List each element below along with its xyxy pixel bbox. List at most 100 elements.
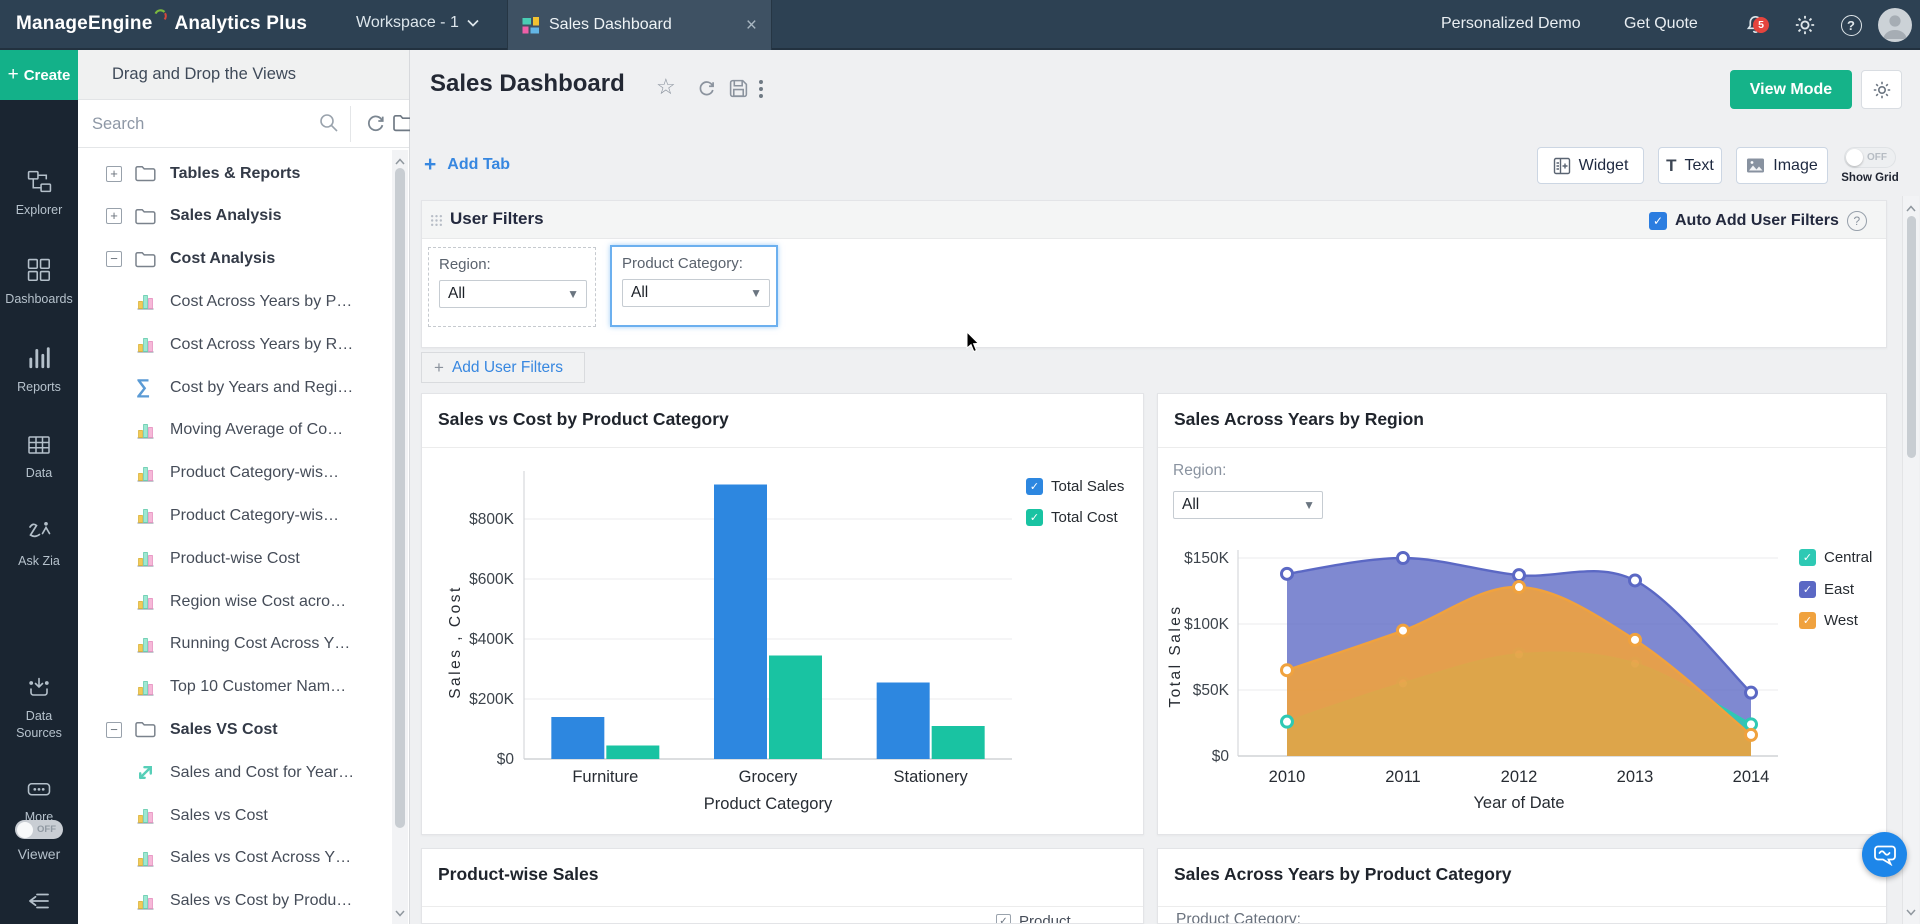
tree-item[interactable]: Cost Across Years by P… xyxy=(78,280,392,323)
auto-add-help-icon[interactable]: ? xyxy=(1846,211,1867,231)
legend-checkbox[interactable]: ✓ xyxy=(1799,612,1816,629)
legend-checkbox[interactable]: ✓ xyxy=(1799,580,1816,598)
marker-east-2013[interactable] xyxy=(1628,573,1642,588)
refresh-tree-icon[interactable] xyxy=(364,112,387,140)
sidebar-item-explorer[interactable]: Explorer xyxy=(0,170,78,219)
tree-item[interactable]: Sales vs Cost by Produ… xyxy=(78,880,392,923)
show-grid-toggle[interactable]: OFF xyxy=(1844,147,1896,168)
drag-handle-icon[interactable] xyxy=(430,214,443,232)
viewer-toggle-item[interactable]: OFF Viewer xyxy=(0,820,78,864)
tab-close-icon[interactable]: × xyxy=(745,14,757,36)
legend-checkbox[interactable]: ✓ xyxy=(1026,478,1043,495)
tree-item[interactable]: Product-wise Cost xyxy=(78,537,392,580)
bar-total-sales-grocery[interactable] xyxy=(714,484,767,760)
settings-gear-icon[interactable] xyxy=(1790,10,1820,40)
bar-total-cost-furniture[interactable] xyxy=(606,745,660,760)
sidebar-item-dashboards[interactable]: Dashboards xyxy=(0,258,78,308)
scroll-down-icon[interactable] xyxy=(392,904,408,922)
legend-checkbox[interactable]: ✓ xyxy=(1799,549,1816,566)
region-filter-select[interactable]: All ▼ xyxy=(439,280,587,308)
region-chart-select[interactable]: All ▼ xyxy=(1173,491,1323,519)
scroll-down-icon[interactable] xyxy=(1903,903,1919,921)
favorite-star-icon[interactable]: ☆ xyxy=(656,74,676,99)
bar-total-sales-stationery[interactable] xyxy=(876,682,930,760)
tree-item[interactable]: Sales vs Cost xyxy=(78,794,392,837)
sidebar-item-data-sources[interactable]: Data Sources xyxy=(0,675,78,742)
sidebar-item-more[interactable]: More xyxy=(0,778,78,826)
bar-total-sales-furniture[interactable] xyxy=(551,717,605,759)
dashboard-settings-button[interactable] xyxy=(1861,70,1902,109)
marker-west-2012[interactable] xyxy=(1512,580,1526,595)
legend-item-total-cost[interactable]: ✓ Total Cost xyxy=(1026,509,1118,526)
tree-item[interactable]: Moving Average of Co… xyxy=(78,409,392,452)
personalized-demo-link[interactable]: Personalized Demo xyxy=(1441,15,1581,32)
tree-folder[interactable]: + Tables & Reports xyxy=(78,152,392,195)
expand-toggle-icon[interactable]: − xyxy=(106,251,122,268)
tree-folder[interactable]: − Cost Analysis xyxy=(78,238,392,281)
more-options-kebab-icon[interactable] xyxy=(759,80,763,98)
tree-item[interactable]: Product Category-wis… xyxy=(78,494,392,537)
search-icon[interactable] xyxy=(318,112,340,139)
expand-toggle-icon[interactable]: − xyxy=(106,721,122,738)
marker-east-2010[interactable] xyxy=(1280,566,1294,581)
page-scrollbar[interactable] xyxy=(1902,196,1919,924)
scroll-up-icon[interactable] xyxy=(1903,199,1919,217)
tree-item[interactable]: Sales and Cost for Year… xyxy=(78,751,392,794)
sidebar-item-data[interactable]: Data xyxy=(0,434,78,482)
marker-west-2011[interactable] xyxy=(1396,623,1410,638)
user-avatar[interactable] xyxy=(1878,8,1912,42)
marker-west-2013[interactable] xyxy=(1628,632,1642,647)
view-mode-button[interactable]: View Mode xyxy=(1730,70,1852,109)
tree-folder[interactable]: − Sales VS Cost xyxy=(78,708,392,751)
tree-item[interactable]: ∑ Cost by Years and Regi… xyxy=(78,366,392,409)
legend-checkbox[interactable]: ✓ xyxy=(996,914,1011,923)
create-button[interactable]: + Create xyxy=(0,50,78,100)
legend-item-central[interactable]: ✓ Central xyxy=(1799,549,1872,566)
workspace-selector[interactable]: Workspace - 1 xyxy=(356,14,479,32)
filter-region[interactable]: Region: All ▼ xyxy=(428,247,596,327)
tree-folder[interactable]: + Sales Analysis xyxy=(78,195,392,238)
dashboard-tab[interactable]: Sales Dashboard × xyxy=(507,0,772,50)
marker-west-2010[interactable] xyxy=(1280,663,1294,678)
chat-assistant-button[interactable] xyxy=(1862,832,1907,877)
tree-item[interactable]: Region wise Cost acro… xyxy=(78,580,392,623)
filter-product-category[interactable]: Product Category: All ▼ xyxy=(610,245,778,327)
marker-west-2014[interactable] xyxy=(1744,727,1758,742)
viewer-toggle[interactable]: OFF xyxy=(15,820,63,839)
tree-item[interactable]: Running Cost Across Y… xyxy=(78,623,392,666)
tree-item[interactable]: Sales vs Cost Across Y… xyxy=(78,837,392,880)
scroll-up-icon[interactable] xyxy=(392,152,408,170)
legend-item-west[interactable]: ✓ West xyxy=(1799,612,1858,629)
auto-add-checkbox[interactable]: ✓ xyxy=(1649,212,1667,230)
save-icon[interactable] xyxy=(728,78,749,99)
marker-central-2010[interactable] xyxy=(1280,714,1294,729)
product-category-filter-select[interactable]: All ▼ xyxy=(622,279,770,307)
tree-item[interactable]: Product Category-wis… xyxy=(78,452,392,495)
refresh-dashboard-icon[interactable] xyxy=(696,78,717,99)
add-text-button[interactable]: T Text xyxy=(1658,147,1722,184)
add-tab-button[interactable]: + Add Tab xyxy=(424,153,511,176)
scrollbar-thumb[interactable] xyxy=(1907,216,1916,458)
legend-item-total-sales[interactable]: ✓ Total Sales xyxy=(1026,478,1124,495)
legend-item[interactable]: ✓ Product xyxy=(996,913,1071,923)
scrollbar-thumb[interactable] xyxy=(395,168,405,828)
marker-east-2011[interactable] xyxy=(1396,551,1410,565)
area-west[interactable] xyxy=(1287,586,1751,756)
search-input[interactable] xyxy=(92,108,307,140)
help-icon[interactable]: ? xyxy=(1836,10,1866,40)
tree-scrollbar[interactable] xyxy=(392,150,408,924)
legend-checkbox[interactable]: ✓ xyxy=(1026,509,1043,526)
add-image-button[interactable]: Image xyxy=(1736,147,1828,184)
add-widget-button[interactable]: Widget xyxy=(1537,147,1644,184)
sidebar-item-ask-zia[interactable]: Ask Zia xyxy=(0,520,78,570)
tree-item[interactable]: Top 10 Customer Nam… xyxy=(78,666,392,709)
add-user-filters-button[interactable]: + Add User Filters xyxy=(421,352,585,383)
bar-total-cost-grocery[interactable] xyxy=(769,655,822,760)
sidebar-item-reports[interactable]: Reports xyxy=(0,346,78,396)
expand-toggle-icon[interactable]: + xyxy=(106,208,122,225)
get-quote-link[interactable]: Get Quote xyxy=(1624,15,1698,32)
brand-logo[interactable]: ManageEngine Analytics Plus xyxy=(16,9,307,35)
bar-total-cost-stationery[interactable] xyxy=(931,726,985,759)
legend-item-east[interactable]: ✓ East xyxy=(1799,580,1854,598)
collapse-rail-button[interactable] xyxy=(0,890,78,917)
